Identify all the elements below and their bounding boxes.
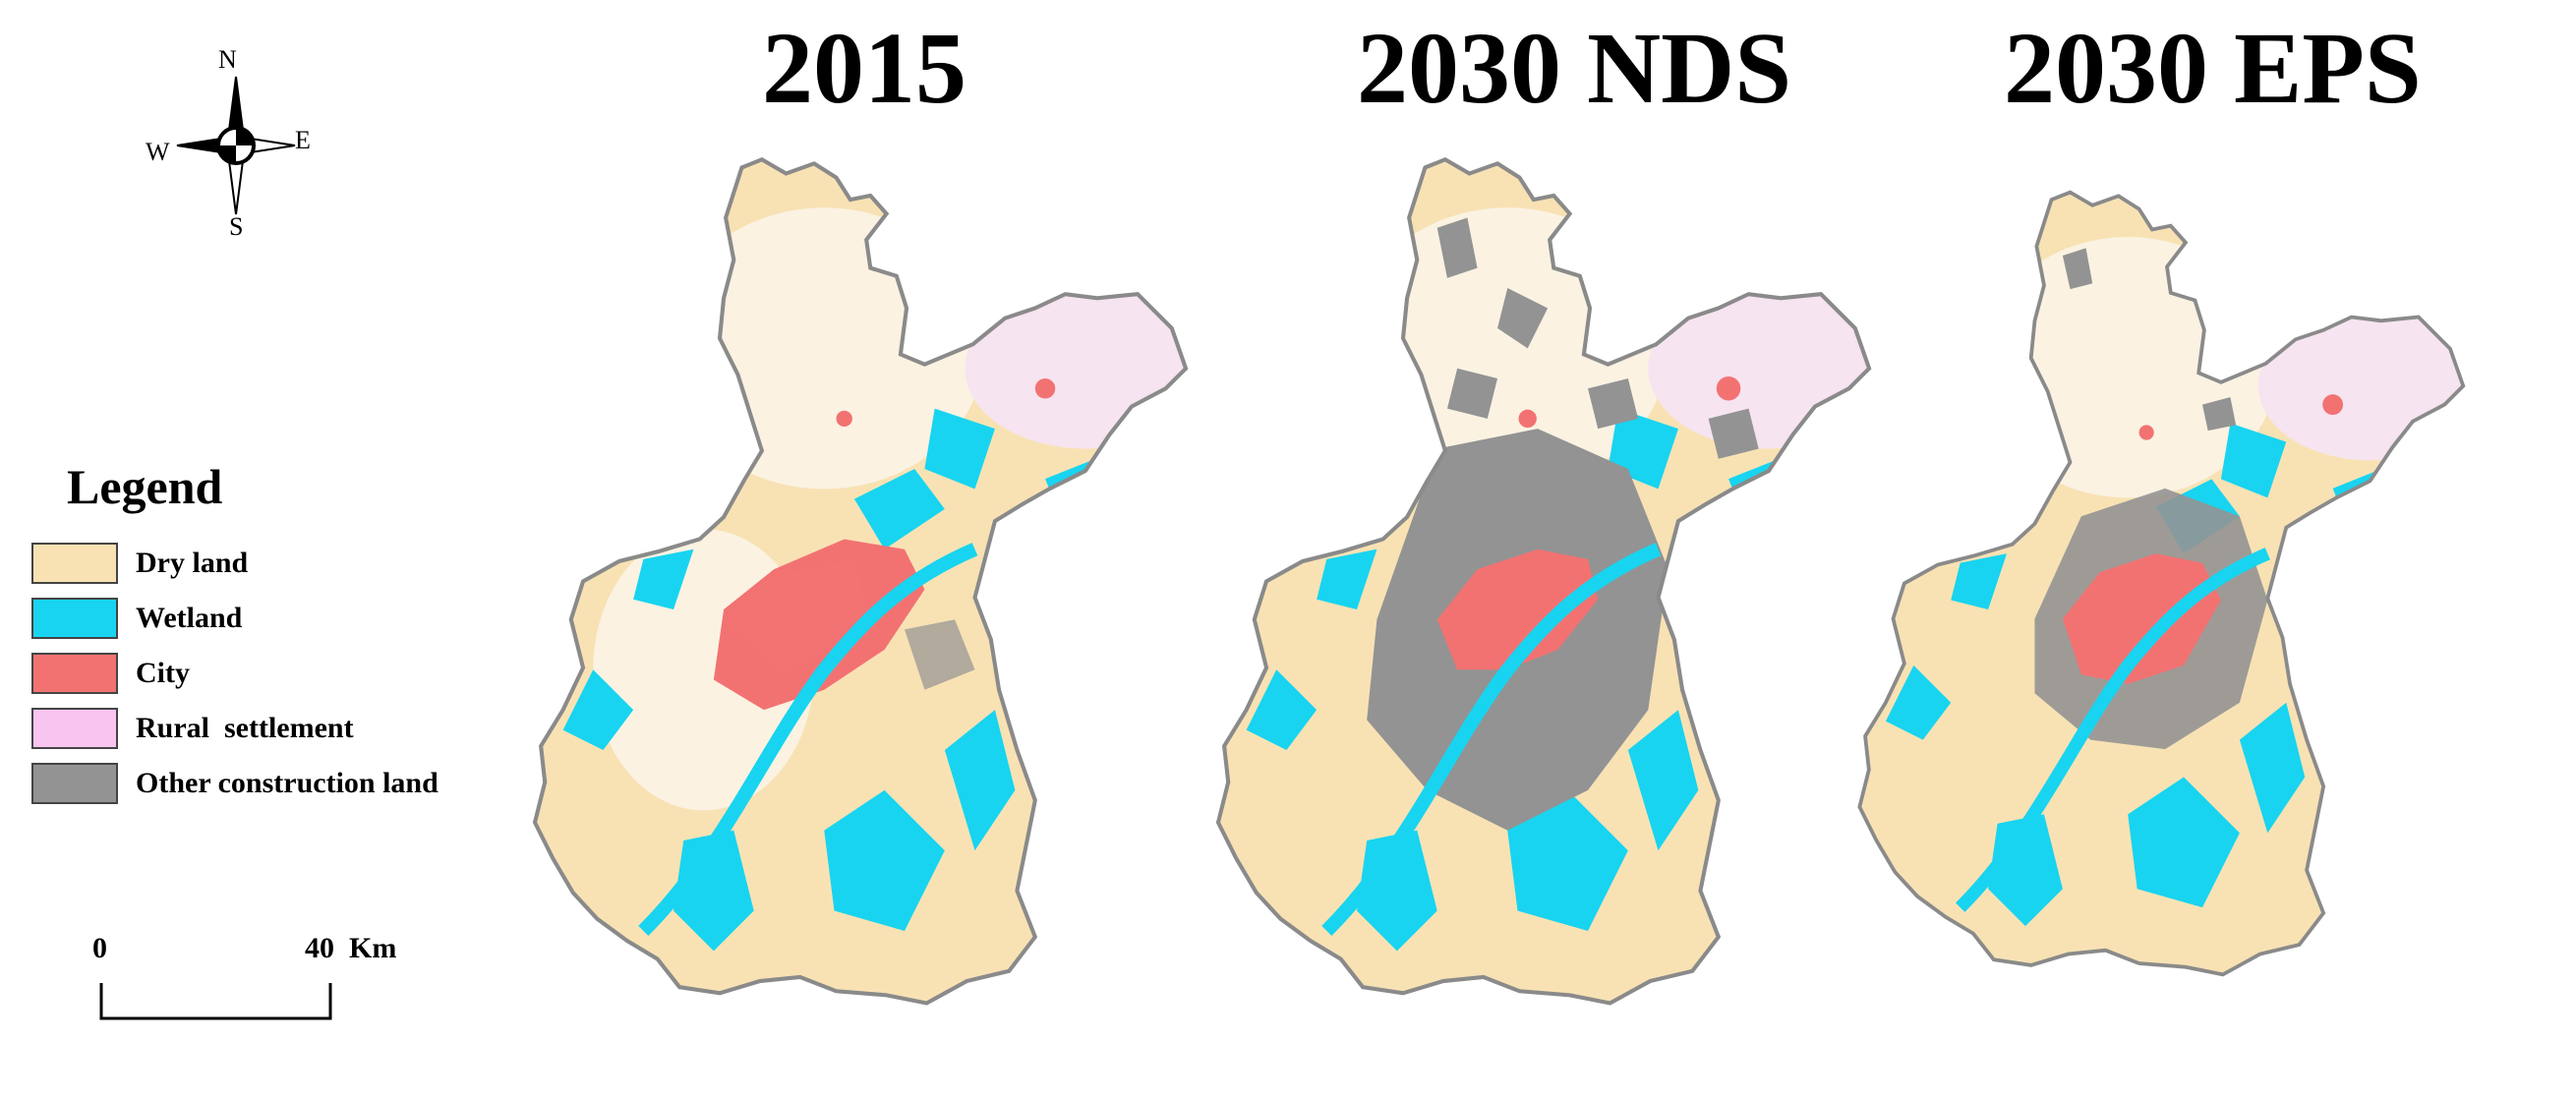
- compass-west-label: W: [146, 138, 170, 166]
- legend-label: Other construction land: [136, 767, 439, 799]
- legend: Legend Dry land Wetland City Rural settl…: [31, 462, 439, 816]
- legend-swatch: [31, 763, 118, 804]
- map-title-2030-eps: 2030 EPS: [2004, 12, 2422, 125]
- compass-east-label: E: [295, 126, 311, 154]
- legend-label: Wetland: [136, 602, 243, 634]
- legend-label: Dry land: [136, 547, 249, 579]
- legend-swatch: [31, 653, 118, 694]
- map-title-2015: 2015: [762, 12, 966, 125]
- scale-bar: 0 40 Km: [88, 932, 396, 1032]
- legend-item-dry-land: Dry land: [31, 541, 439, 586]
- compass-north-label: N: [218, 45, 237, 74]
- legend-label: Rural settlement: [136, 712, 354, 744]
- legend-item-wetland: Wetland: [31, 596, 439, 641]
- legend-swatch: [31, 598, 118, 639]
- legend-title: Legend: [67, 459, 223, 514]
- land-use-map-2030-nds: [1215, 156, 1872, 1006]
- legend-item-city: City: [31, 651, 439, 696]
- land-use-map-2030-eps: [1857, 190, 2466, 977]
- legend-item-other-construction-land: Other construction land: [31, 761, 439, 806]
- scale-bar-line: [99, 983, 332, 1020]
- legend-swatch: [31, 543, 118, 584]
- land-use-map-2015: [532, 156, 1189, 1006]
- legend-item-rural-settlement: Rural settlement: [31, 706, 439, 751]
- compass-south-label: S: [229, 212, 244, 241]
- map-title-2030-nds: 2030 NDS: [1357, 12, 1792, 125]
- legend-swatch: [31, 708, 118, 749]
- legend-label: City: [136, 657, 190, 689]
- scale-start-label: 0: [92, 932, 107, 964]
- north-arrow-compass-icon: N S E W: [138, 45, 334, 244]
- compass-rose-icon: [176, 76, 296, 215]
- scale-end-label: 40 Km: [305, 932, 397, 964]
